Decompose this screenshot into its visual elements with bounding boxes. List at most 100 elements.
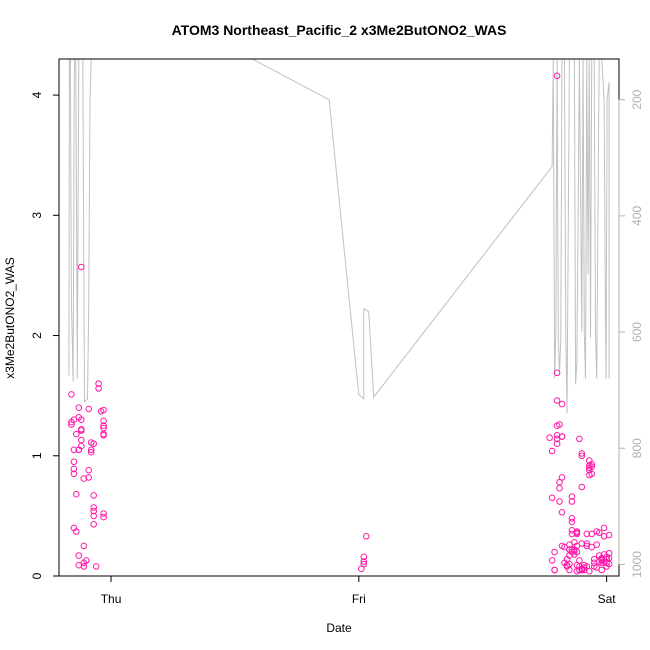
y-axis-label: x3Me2ButONO2_WAS	[3, 257, 17, 379]
data-point	[593, 541, 601, 549]
data-point	[83, 557, 90, 564]
data-point	[90, 504, 97, 511]
data-point	[588, 470, 596, 478]
data-point	[578, 452, 586, 460]
y-tick-label: 2	[30, 332, 44, 339]
data-point	[70, 446, 78, 454]
data-point	[68, 391, 75, 398]
data-point	[605, 560, 613, 568]
x-tick-label: Fri	[352, 592, 366, 606]
data-point	[87, 448, 95, 456]
data-point	[546, 434, 553, 442]
data-point	[568, 518, 576, 526]
data-point	[566, 566, 573, 574]
data-point	[548, 494, 556, 502]
data-point	[553, 72, 561, 80]
data-point	[73, 528, 80, 535]
data-point	[586, 567, 593, 575]
data-point	[558, 474, 566, 481]
data-point	[73, 430, 80, 438]
y2-tick-label: 400	[630, 206, 644, 226]
data-point	[85, 405, 92, 413]
data-point	[598, 566, 606, 574]
data-point	[90, 507, 97, 515]
data-point	[605, 531, 613, 539]
data-point	[95, 380, 102, 387]
y-tick-label: 4	[30, 91, 44, 98]
data-point	[588, 460, 596, 468]
line-series	[68, 58, 610, 414]
data-point	[551, 548, 558, 556]
line-series-path	[68, 58, 610, 414]
data-point	[95, 385, 102, 392]
y2-tick-label: 600	[630, 322, 644, 342]
data-point	[605, 549, 613, 557]
data-point	[595, 529, 603, 537]
y-tick-label: 0	[30, 572, 44, 579]
y-tick-label: 3	[30, 212, 44, 219]
data-point	[90, 492, 97, 499]
data-point	[85, 466, 92, 474]
data-point	[85, 474, 92, 481]
data-point	[360, 553, 368, 561]
data-point	[548, 447, 556, 455]
data-point	[90, 521, 97, 528]
data-point	[551, 566, 558, 574]
data-point	[70, 458, 78, 466]
data-point	[583, 540, 591, 547]
data-point	[556, 498, 563, 505]
data-point	[578, 450, 586, 457]
data-point	[75, 404, 83, 412]
data-point	[363, 533, 370, 540]
data-point	[360, 558, 368, 565]
x-tick-label: Thu	[101, 592, 122, 606]
data-point	[600, 524, 608, 532]
data-point	[558, 433, 566, 440]
data-point	[90, 440, 97, 448]
data-point	[553, 369, 561, 377]
data-point	[78, 442, 85, 450]
data-point	[578, 483, 586, 491]
data-point	[558, 400, 566, 408]
x-axis: Thu Fri Sat	[101, 575, 617, 606]
data-point	[100, 432, 107, 439]
data-point	[80, 542, 88, 550]
chart-title: ATOM3 Northeast_Pacific_2 x3Me2ButONO2_W…	[172, 22, 507, 38]
x-tick-label: Sat	[598, 592, 617, 606]
data-point	[100, 422, 107, 430]
data-point	[568, 493, 576, 500]
data-point	[360, 560, 368, 568]
data-point	[78, 416, 85, 424]
data-point	[78, 427, 85, 434]
data-point	[568, 498, 576, 505]
data-point	[583, 530, 591, 538]
data-point	[75, 552, 83, 559]
data-point	[100, 510, 107, 517]
y-axis: 0 1 2 3 4	[30, 91, 60, 579]
data-point	[553, 440, 561, 448]
y2-tick-label: 800	[630, 438, 644, 458]
data-point	[573, 548, 581, 556]
data-point	[548, 557, 556, 564]
data-point	[78, 263, 85, 271]
data-point	[100, 406, 107, 414]
data-point	[556, 421, 563, 428]
data-point	[92, 563, 100, 570]
data-point	[87, 446, 95, 454]
data-point	[576, 435, 583, 443]
data-point	[100, 513, 107, 521]
y2-tick-label: 1000	[630, 551, 644, 578]
data-point	[556, 484, 563, 492]
y2-tick-label: 200	[630, 89, 644, 109]
data-point	[70, 465, 78, 473]
x-axis-label: Date	[326, 621, 352, 635]
data-point	[100, 417, 107, 425]
data-point	[588, 463, 596, 470]
y2-axis: 200 400 600 800 1000	[618, 89, 644, 578]
data-point	[553, 397, 561, 404]
y-tick-label: 1	[30, 452, 44, 459]
data-point	[80, 563, 88, 570]
data-point	[558, 509, 566, 516]
